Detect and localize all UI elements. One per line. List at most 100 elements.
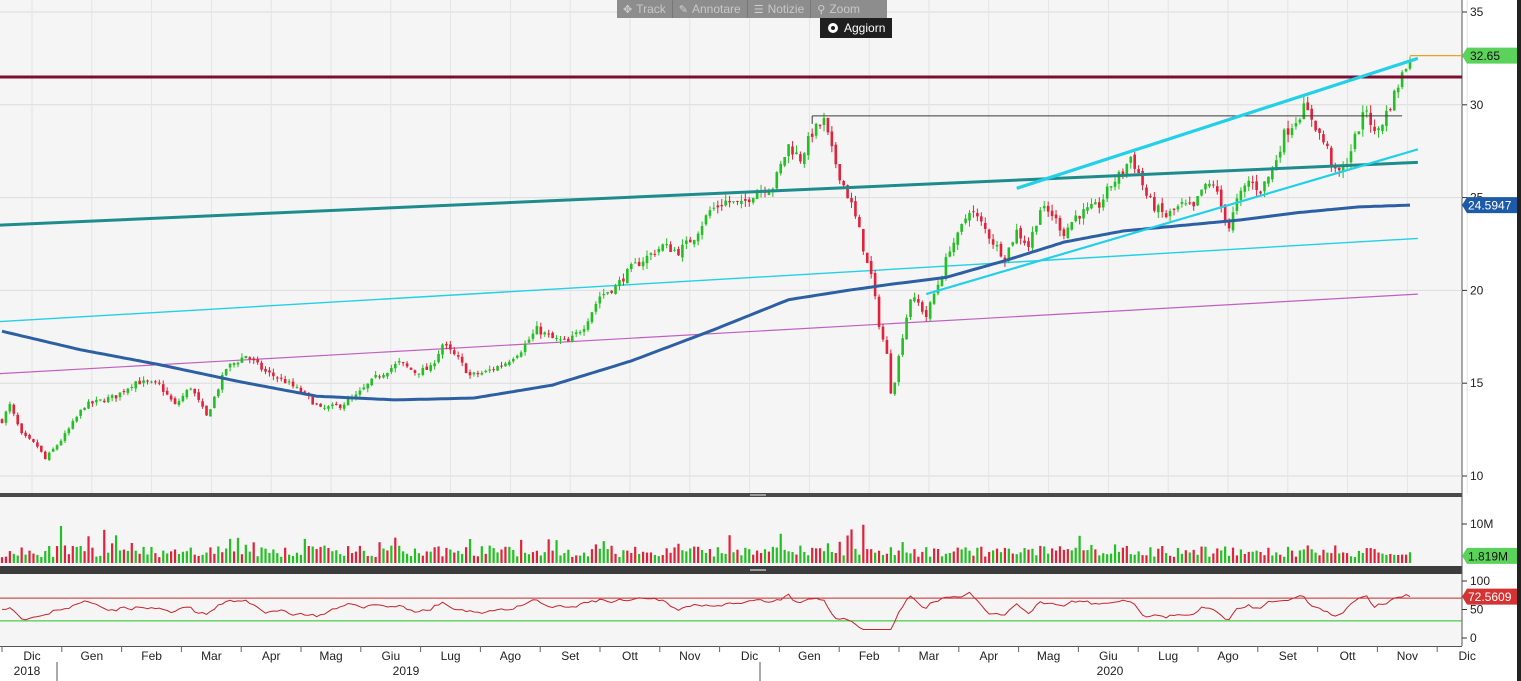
- candle-body: [449, 344, 452, 350]
- volume-bar: [71, 546, 74, 563]
- volume-bar: [508, 546, 511, 563]
- update-button[interactable]: Aggiorn: [820, 18, 892, 38]
- volume-bar: [889, 547, 892, 563]
- volume-bar: [284, 547, 287, 563]
- candle-body: [1330, 147, 1333, 165]
- candle-body: [822, 118, 826, 126]
- right-axis-bg: [1462, 0, 1521, 646]
- news-button[interactable]: ☰ Notizie: [748, 0, 812, 18]
- month-label: Mar: [201, 649, 222, 663]
- candle-body: [1117, 171, 1121, 184]
- candle-body: [1133, 154, 1136, 169]
- candle-body: [1137, 169, 1140, 174]
- candle-body: [102, 400, 106, 403]
- volume-bar: [362, 550, 365, 563]
- candle-body: [1259, 191, 1262, 194]
- volume-bar: [4, 556, 8, 563]
- candle-body: [1251, 181, 1254, 184]
- month-label: Set: [561, 649, 580, 663]
- y-tick-label: 20: [1470, 283, 1484, 297]
- volume-bar: [162, 550, 165, 563]
- candle-body: [1046, 205, 1050, 212]
- volume-bar: [618, 556, 621, 563]
- candle-body: [508, 361, 511, 365]
- candle-body: [570, 335, 574, 341]
- separator-handle[interactable]: [750, 569, 766, 571]
- rsi-value-label: 72.5609: [1468, 590, 1512, 604]
- volume-bar: [166, 553, 169, 563]
- volume-bar: [154, 553, 157, 563]
- candle-body: [452, 350, 456, 355]
- moving-average-line: [1, 203, 1411, 402]
- candle-body: [1141, 170, 1144, 186]
- volume-bar: [170, 551, 173, 563]
- volume-bar: [1172, 556, 1176, 563]
- volume-tick-label: 10M: [1470, 517, 1493, 531]
- candle-body: [1168, 211, 1172, 217]
- volume-bar: [677, 543, 680, 563]
- candle-body: [1031, 231, 1034, 248]
- candle-body: [47, 452, 51, 461]
- volume-bar: [217, 546, 220, 563]
- volume-bar: [1408, 552, 1412, 563]
- year-label: 2019: [393, 664, 420, 678]
- volume-bar: [917, 556, 920, 563]
- volume-bar: [830, 552, 833, 563]
- volume-bar: [276, 553, 279, 563]
- separator-handle[interactable]: [750, 494, 766, 496]
- candle-body: [976, 212, 979, 217]
- volume-bar: [559, 555, 562, 563]
- volume-bar: [421, 555, 424, 563]
- candle-body: [787, 144, 790, 157]
- volume-bar: [130, 542, 133, 563]
- volume-bar: [229, 538, 232, 563]
- candle-body: [1239, 190, 1243, 201]
- gridlines: [0, 0, 1468, 493]
- volume-bar: [445, 547, 448, 563]
- candle-body: [40, 445, 43, 452]
- candle-body: [543, 332, 547, 335]
- candle-body: [79, 409, 82, 416]
- volume-bar: [815, 548, 818, 563]
- annotate-button[interactable]: ✎ Annotare: [673, 0, 748, 18]
- candle-body: [1015, 229, 1019, 244]
- candle-body: [736, 200, 739, 202]
- candle-body: [791, 146, 794, 155]
- volume-bar: [1007, 548, 1010, 563]
- month-label: Nov: [679, 649, 700, 663]
- candle-body: [960, 224, 963, 232]
- volume-bar: [752, 554, 755, 563]
- candle-body: [783, 157, 786, 166]
- candle-body: [1389, 109, 1392, 111]
- track-button[interactable]: ✥ Track: [617, 0, 673, 18]
- candle-body: [539, 326, 543, 335]
- last-volume-badge: [1462, 547, 1517, 564]
- track-label: Track: [636, 2, 666, 16]
- candle-body: [673, 249, 676, 251]
- volume-bar: [142, 546, 145, 563]
- pencil-icon: ✎: [678, 3, 688, 16]
- candle-body: [43, 451, 47, 460]
- volume-bar: [641, 551, 645, 563]
- volume-bar: [1192, 549, 1195, 563]
- volume-bar: [1043, 546, 1046, 563]
- candle-body: [637, 261, 641, 266]
- candle-body: [1377, 128, 1380, 131]
- candle-body: [889, 353, 893, 394]
- zoom-button[interactable]: ⚲ Zoom: [811, 0, 866, 18]
- candle-body: [1196, 196, 1199, 206]
- volume-bar: [118, 550, 122, 563]
- volume-bar: [1381, 553, 1384, 563]
- volume-bar: [586, 556, 590, 563]
- volume-bar: [1385, 554, 1388, 563]
- candle-body: [55, 445, 59, 450]
- volume-bar: [1298, 550, 1301, 563]
- volume-bar: [1102, 553, 1105, 563]
- candle-body: [16, 414, 20, 425]
- volume-bar: [685, 551, 688, 563]
- candle-body: [327, 406, 330, 409]
- candle-body: [1121, 171, 1125, 175]
- volume-bar: [1334, 545, 1337, 563]
- candle-body: [335, 403, 338, 406]
- volume-bar: [744, 547, 747, 563]
